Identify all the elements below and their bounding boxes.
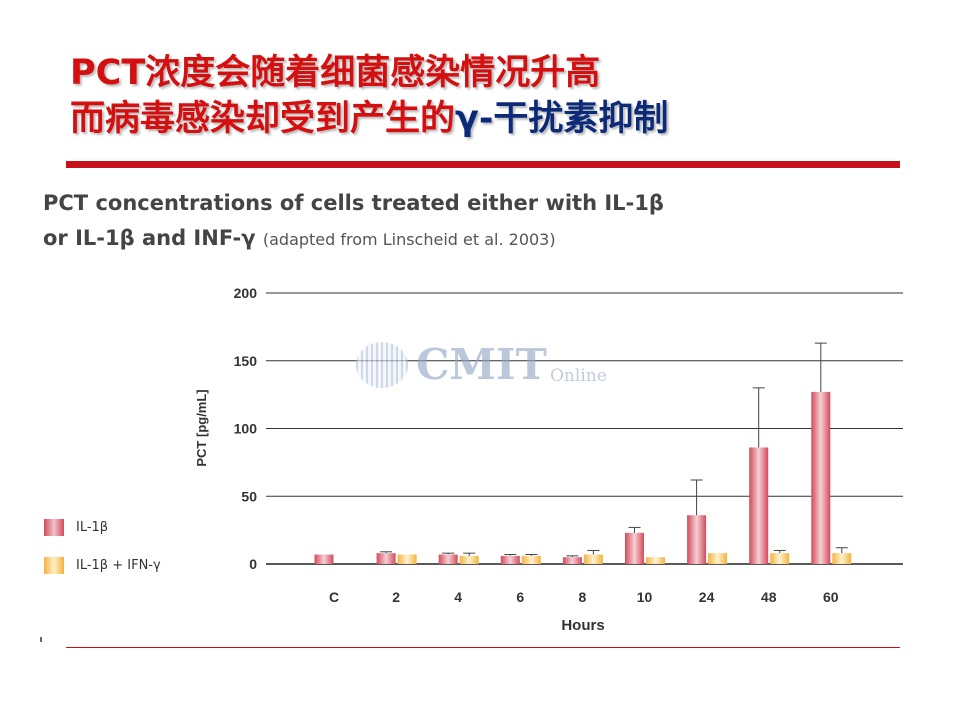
x-tick-label-48: 48 (761, 589, 777, 605)
title-underline-thin (66, 167, 900, 168)
watermark-name: CMIT (416, 340, 547, 389)
bar-il1b-48 (749, 447, 769, 564)
bar-il1b-ifng-60 (832, 553, 852, 564)
x-tick-label-4: 4 (454, 589, 462, 605)
x-tick-label-24: 24 (699, 589, 715, 605)
globe-icon (356, 342, 408, 388)
legend-swatch-red (44, 518, 64, 536)
x-tick-label-6: 6 (516, 589, 524, 605)
title-underline (66, 161, 900, 167)
slide-title-line2: 而病毒感染却受到产生的 (70, 99, 456, 139)
legend-label-il1b: IL-1β (76, 519, 109, 535)
bar-il1b-10 (625, 532, 644, 564)
y-axis-label: PCT [pg/mL] (194, 389, 209, 466)
figure-panel (30, 182, 934, 645)
watermark-suffix: Online (550, 366, 607, 386)
x-tick-label-C: C (329, 589, 339, 605)
figure-title-line1: PCT concentrations of cells treated eith… (43, 191, 664, 215)
bar-il1b-4 (438, 554, 458, 564)
figure-title: PCT concentrations of cells treated eith… (43, 186, 664, 257)
x-tick-label-60: 60 (823, 589, 839, 605)
bar-il1b-C (314, 554, 334, 564)
slide-title: PCT浓度会随着细菌感染情况升高 而病毒感染却受到产生的γ-干扰素抑制 (70, 50, 930, 142)
y-tick-label-200: 200 (234, 285, 258, 301)
bar-il1b-60 (811, 391, 831, 564)
watermark-logo: CMIT Online (356, 340, 616, 392)
bar-il1b-ifng-48 (770, 553, 790, 564)
bar-il1b-ifng-8 (583, 554, 603, 564)
bar-il1b-6 (500, 555, 520, 564)
figure-title-line2: or IL-1β and INF-γ (43, 226, 256, 250)
footer-rule (66, 647, 900, 648)
slide-title-line1: PCT浓度会随着细菌感染情况升高 (70, 53, 601, 93)
x-axis-label: Hours (561, 617, 604, 634)
bar-il1b-ifng-4 (459, 555, 479, 564)
bar-il1b-ifng-24 (708, 553, 728, 564)
y-tick-label-0: 0 (249, 556, 257, 572)
bar-il1b-24 (687, 515, 707, 564)
bar-il1b-ifng-2 (397, 554, 417, 564)
y-tick-label-150: 150 (234, 353, 258, 369)
legend-item-il1b: IL-1β (44, 516, 108, 538)
legend-item-il1b-ifng: IL-1β + IFN-γ (44, 554, 161, 576)
legend-label-il1b-ifng: IL-1β + IFN-γ (76, 557, 161, 573)
x-tick-label-8: 8 (579, 589, 587, 605)
bar-il1b-8 (562, 557, 582, 564)
bar-il1b-ifng-10 (646, 557, 665, 564)
x-tick-label-2: 2 (392, 589, 400, 605)
bar-il1b-2 (376, 553, 396, 564)
slide-marker (40, 637, 42, 642)
x-tick-label-10: 10 (637, 589, 653, 605)
y-tick-label-100: 100 (234, 421, 258, 437)
slide-title-gamma: γ-干扰素抑制 (455, 99, 669, 139)
figure-title-note: (adapted from Linscheid et al. 2003) (262, 230, 556, 249)
y-tick-label-50: 50 (241, 488, 257, 504)
legend-swatch-yellow (44, 556, 64, 574)
bar-il1b-ifng-6 (521, 555, 541, 564)
